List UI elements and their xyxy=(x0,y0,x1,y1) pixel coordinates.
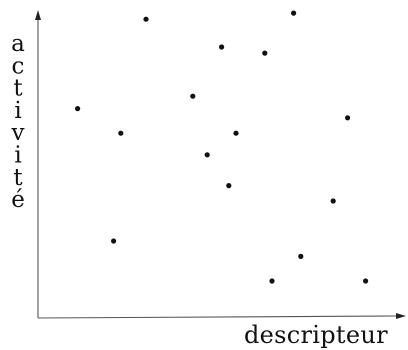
y-axis-label-letter: i xyxy=(14,98,21,124)
data-point xyxy=(118,130,124,136)
y-axis-arrow xyxy=(35,10,41,20)
data-point xyxy=(233,130,239,136)
y-axis-label-letter: a xyxy=(11,31,25,57)
axes xyxy=(35,10,406,319)
data-point xyxy=(226,183,232,189)
data-points xyxy=(75,10,369,284)
data-point xyxy=(143,16,149,22)
data-point xyxy=(330,198,336,204)
y-axis-label-letter: c xyxy=(12,53,25,79)
x-axis-arrow xyxy=(396,313,406,319)
data-point xyxy=(269,278,275,284)
data-point xyxy=(345,115,351,121)
y-axis-label-letter: t xyxy=(13,76,23,102)
data-point xyxy=(298,253,304,259)
data-point xyxy=(204,152,210,158)
data-point xyxy=(75,106,81,112)
data-point xyxy=(219,44,225,50)
y-axis-label-letter: é xyxy=(11,187,25,213)
data-point xyxy=(262,50,268,56)
data-point xyxy=(190,93,196,99)
data-point xyxy=(291,10,297,16)
x-axis-label: descripteur xyxy=(244,321,388,349)
y-axis-label-letter: t xyxy=(13,165,23,191)
data-point xyxy=(111,238,117,244)
data-point xyxy=(363,278,369,284)
y-axis-label-letter: v xyxy=(11,120,25,146)
y-axis-label-letter: i xyxy=(14,143,21,169)
x-axis xyxy=(37,315,399,319)
